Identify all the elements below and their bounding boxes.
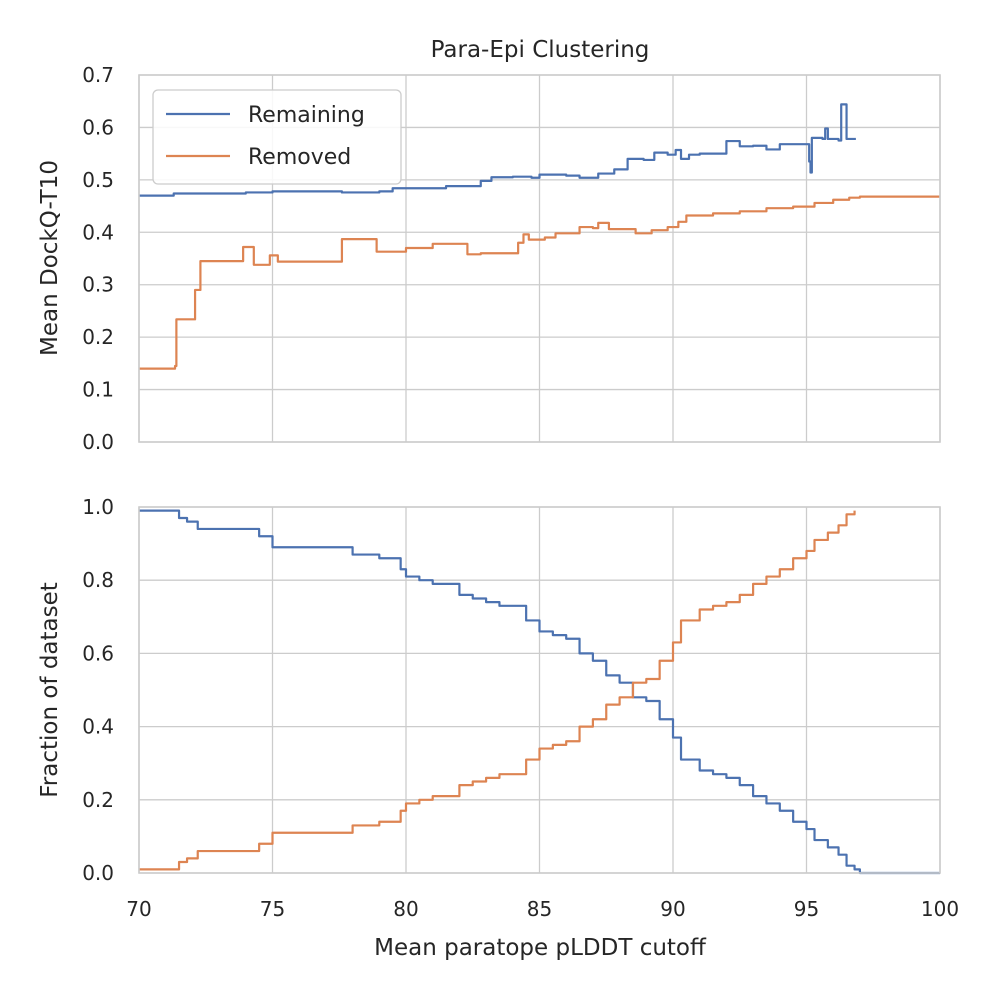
x-tick-label: 95 bbox=[794, 897, 819, 921]
x-tick-label: 85 bbox=[527, 897, 552, 921]
top-plot-frame bbox=[138, 74, 941, 443]
chart-title: Para-Epi Clustering bbox=[431, 37, 650, 63]
legend: Remaining Removed bbox=[152, 89, 402, 185]
top-y-tick-label: 0.7 bbox=[82, 63, 114, 87]
bottom-tick-labels: 70 75 80 85 90 95 100 0.0 0.2 0.4 0.6 0.8 1.0 bbox=[82, 495, 959, 921]
top-y-tick-label: 0.4 bbox=[82, 220, 114, 244]
top-y-tick-label: 0.2 bbox=[82, 325, 114, 349]
bottom-series-removed bbox=[139, 510, 856, 871]
bottom-y-tick-label: 0.2 bbox=[82, 788, 114, 812]
top-y-tick-label: 0.5 bbox=[82, 168, 114, 192]
bottom-y-tick-label: 1.0 bbox=[82, 495, 114, 519]
x-tick-label: 100 bbox=[921, 897, 959, 921]
legend-label-remaining: Remaining bbox=[248, 103, 365, 128]
bottom-series-remaining bbox=[139, 509, 940, 875]
bottom-y-tick-label: 0.8 bbox=[82, 568, 114, 592]
x-tick-label: 80 bbox=[393, 897, 418, 921]
x-axis-label: Mean paratope pLDDT cutoff bbox=[374, 935, 707, 961]
top-series-remaining bbox=[139, 103, 856, 197]
x-tick-label: 70 bbox=[126, 897, 151, 921]
top-y-tick-label: 0.0 bbox=[82, 430, 114, 454]
bottom-y-tick-label: 0.4 bbox=[82, 715, 114, 739]
bottom-plot-frame bbox=[138, 506, 941, 874]
legend-label-removed: Removed bbox=[248, 145, 351, 170]
bottom-y-axis-label: Fraction of dataset bbox=[37, 582, 63, 798]
top-y-tick-label: 0.1 bbox=[82, 378, 114, 402]
bottom-series-group bbox=[139, 509, 940, 875]
bottom-panel: 70 75 80 85 90 95 100 0.0 0.2 0.4 0.6 0.8 1.0 Fracti… bbox=[37, 495, 959, 961]
top-y-tick-label: 0.3 bbox=[82, 273, 114, 297]
x-tick-label: 90 bbox=[660, 897, 685, 921]
bottom-y-tick-label: 0.0 bbox=[82, 861, 114, 885]
top-series-removed bbox=[139, 195, 940, 370]
top-tick-labels: 0.0 0.1 0.2 0.3 0.4 0.5 0.6 0.7 bbox=[82, 63, 114, 454]
top-y-axis-label: Mean DockQ-T10 bbox=[37, 160, 63, 356]
top-y-tick-label: 0.6 bbox=[82, 115, 114, 139]
bottom-y-tick-label: 0.6 bbox=[82, 641, 114, 665]
top-panel: Para-Epi Clustering 0.00.10.20.30.40.50.… bbox=[37, 37, 941, 454]
x-tick-label: 75 bbox=[260, 897, 285, 921]
top-series-group bbox=[139, 103, 940, 370]
